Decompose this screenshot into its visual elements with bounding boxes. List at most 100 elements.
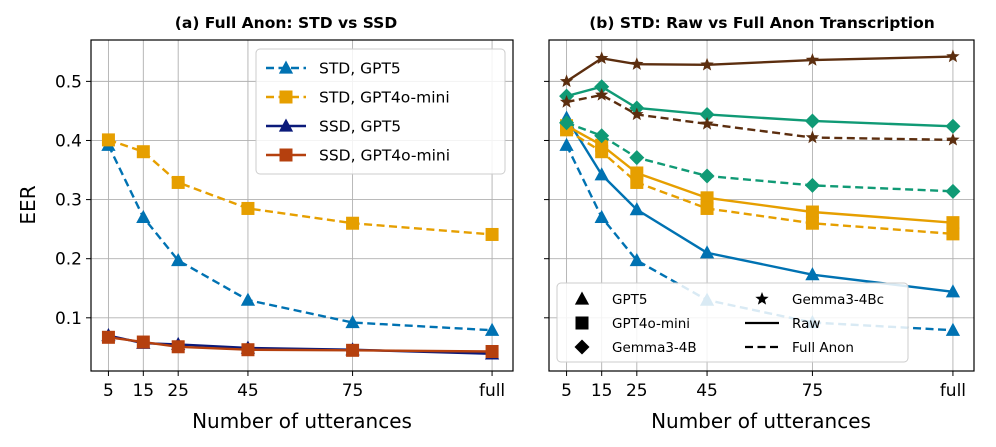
series-line [107, 144, 493, 332]
data-point [700, 116, 714, 130]
legend-label: GPT5 [612, 292, 647, 308]
data-point [699, 168, 715, 184]
data-point [241, 201, 255, 215]
legend-marker [755, 292, 769, 305]
data-point [136, 145, 150, 159]
data-point [629, 202, 644, 216]
series-gemma3-4bc-full-anon [559, 87, 960, 146]
panel-a-frame [90, 39, 514, 372]
panel-a-title: (a) Full Anon: STD vs SSD [175, 14, 398, 32]
data-point [594, 79, 610, 95]
legend-label: SSD, GPT5 [319, 118, 401, 136]
series-std-gpt5 [101, 137, 500, 336]
panel-a-ylabel: EER [16, 185, 40, 224]
data-point [946, 132, 960, 146]
legend-marker [575, 316, 589, 330]
legend-entry: SSD, GPT5 [266, 118, 401, 136]
data-point [804, 113, 820, 129]
x-tick-label: 15 [591, 381, 613, 401]
legend-marker [278, 60, 294, 74]
x-tick-label: 25 [167, 381, 189, 401]
panel-b-ticks: 5 15 25 45 75 full [544, 80, 966, 401]
x-tick-label: full [479, 381, 505, 401]
data-point [559, 95, 574, 108]
legend-marker [279, 148, 293, 162]
panel-a-legend: STD, GPT5 STD, GPT4o-mini SSD, GPT5 SSD, GP… [255, 48, 506, 175]
series-gemma3-4b-full-anon [559, 115, 961, 199]
data-point [945, 118, 961, 134]
data-point [700, 191, 714, 205]
series-line [565, 117, 954, 293]
panel-a-ticks: 5 15 25 45 75 full 0.1 0.2 0.3 0.4 0.5 [55, 72, 505, 401]
data-point [946, 227, 960, 241]
legend-entry: STD, GPT4o-mini [266, 89, 450, 107]
data-point [804, 177, 820, 193]
data-point [595, 87, 609, 101]
data-point [559, 115, 575, 131]
panel-a-xlabel: Number of utterances [192, 409, 412, 433]
legend-entry: STD, GPT5 [266, 60, 401, 78]
data-point [595, 145, 609, 159]
data-point [136, 209, 151, 223]
data-point [699, 106, 715, 122]
data-point [945, 322, 961, 336]
legend-label: Full Anon [792, 340, 854, 356]
series-ssd-gpt4o-mini [101, 330, 499, 358]
panel-b-xlabel: Number of utterances [651, 409, 871, 433]
data-point [171, 252, 186, 267]
x-tick-label: 5 [103, 381, 114, 401]
x-tick-label: 5 [561, 381, 572, 401]
data-point [805, 267, 820, 281]
x-tick-label: 15 [132, 381, 154, 401]
data-point [805, 53, 820, 66]
legend-label: STD, GPT5 [319, 60, 401, 78]
data-point [346, 343, 360, 357]
series-line [566, 85, 953, 128]
series-line [566, 121, 953, 193]
y-tick-label: 0.2 [55, 250, 82, 270]
legend-marker [279, 90, 293, 104]
series-line [565, 55, 953, 83]
panel-b-series [559, 49, 961, 336]
x-tick-label: 75 [802, 381, 824, 401]
legend-label: Gemma3-4B [612, 340, 697, 356]
legend-label: Raw [792, 316, 820, 332]
panel-a: (a) Full Anon: STD vs SSD 5 15 25 45 75 full 0… [16, 14, 514, 433]
data-point [101, 330, 115, 344]
y-tick-label: 0.3 [55, 191, 82, 211]
panel-b: (b) STD: Raw vs Full Anon Transcription … [544, 14, 975, 433]
data-point [241, 343, 255, 357]
series-gpt4o-mini-full-anon [560, 123, 960, 241]
legend-marker [278, 118, 294, 132]
legend-entry: GPT4o-mini [575, 316, 690, 332]
panel-b-title: (b) STD: Raw vs Full Anon Transcription [589, 14, 935, 32]
series-gemma3-4b-raw [559, 79, 961, 134]
legend-label: SSD, GPT4o-mini [319, 147, 450, 165]
y-tick-label: 0.5 [55, 72, 82, 92]
data-point [594, 209, 609, 223]
x-tick-label: 75 [342, 381, 364, 401]
legend-label: STD, GPT4o-mini [319, 89, 450, 107]
panel-b-frame [548, 39, 975, 372]
data-point [346, 216, 360, 230]
data-point [595, 51, 609, 64]
data-point [240, 292, 256, 306]
data-point [485, 344, 499, 358]
data-point [805, 130, 820, 144]
data-point [559, 137, 574, 151]
data-point [945, 183, 961, 199]
data-point [629, 150, 645, 166]
panel-b-legend: GPT5 GPT4o-mini Gemma3-4B Gemma3-4Bc Raw Full… [556, 282, 909, 363]
data-point [945, 284, 961, 298]
data-point [700, 57, 714, 71]
data-point [629, 252, 644, 267]
x-tick-label: 45 [237, 381, 259, 401]
data-point [630, 57, 644, 70]
legend-marker [574, 339, 590, 355]
y-tick-label: 0.4 [55, 131, 82, 151]
series-line [565, 144, 953, 332]
panel-a-series [101, 133, 500, 360]
data-point [946, 49, 960, 63]
legend-entry: Gemma3-4B [574, 339, 697, 356]
